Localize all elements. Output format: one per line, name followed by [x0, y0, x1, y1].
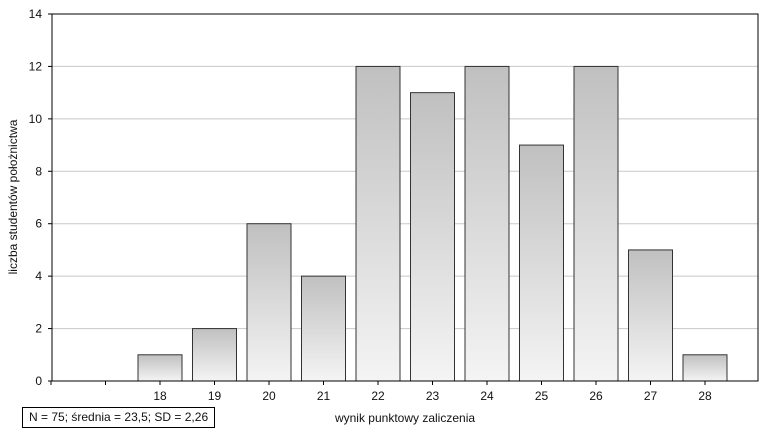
x-tick-label: 25 [535, 389, 549, 403]
bar-22 [355, 65, 401, 382]
bar-18 [137, 354, 183, 382]
y-tick-label: 0 [35, 374, 42, 388]
x-tick-label: 20 [262, 389, 276, 403]
x-tick-label: 23 [426, 389, 440, 403]
bar-20 [246, 223, 292, 382]
bars [137, 65, 728, 382]
x-tick-label: 21 [317, 389, 331, 403]
y-tick-label: 14 [29, 7, 43, 21]
x-tick-label: 22 [371, 389, 385, 403]
bar-26 [573, 65, 619, 382]
x-tick-label: 19 [208, 389, 222, 403]
bar-19 [192, 328, 237, 382]
plot-area-frame [51, 13, 759, 382]
bar-24 [464, 65, 510, 382]
y-axis-label: liczba studentów położnictwa [6, 119, 20, 274]
y-tick-label: 10 [29, 112, 43, 126]
x-tick-label: 27 [644, 389, 658, 403]
y-tick-label: 4 [35, 269, 42, 283]
y-tick-label: 8 [35, 164, 42, 178]
x-tick-label: 24 [480, 389, 494, 403]
bar-27 [628, 249, 673, 382]
statistics-summary-box: N = 75; średnia = 23,5; SD = 2,26 [22, 407, 216, 428]
y-tick-label: 2 [35, 322, 42, 336]
bar-21 [301, 275, 346, 382]
x-tick-label: 28 [698, 389, 712, 403]
bar-28 [682, 354, 728, 382]
y-axis-ticks: 0 2 4 6 8 10 12 14 [29, 7, 52, 388]
x-tick-label: 18 [153, 389, 167, 403]
y-tick-label: 6 [35, 217, 42, 231]
x-tick-label: 26 [589, 389, 603, 403]
y-tick-label: 12 [29, 59, 43, 73]
bar-23 [410, 92, 455, 382]
x-axis-label: wynik punktowy zaliczenia [334, 411, 475, 425]
bar-25 [519, 144, 564, 382]
x-axis-ticks: 18 19 20 21 22 23 24 25 26 27 28 [50, 381, 712, 403]
